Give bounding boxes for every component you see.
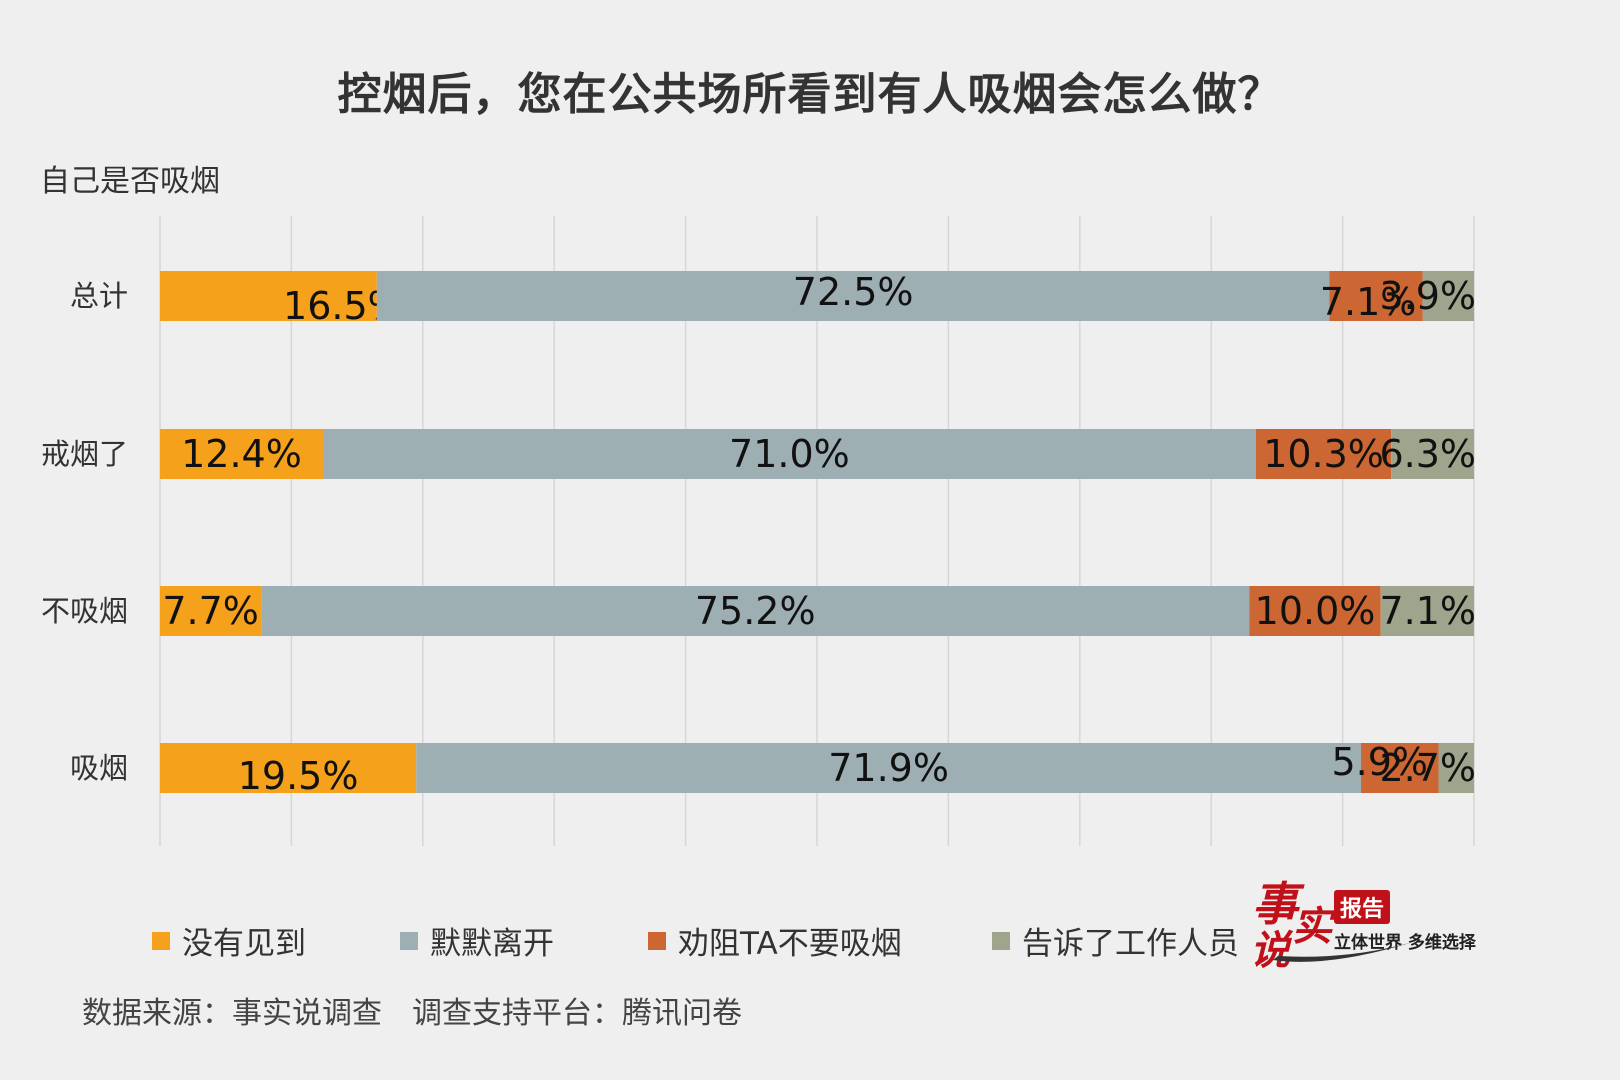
- legend-swatch: [992, 931, 1010, 950]
- legend-swatch: [400, 931, 418, 950]
- bar-segment: [261, 586, 1250, 636]
- data-label: 71.0%: [729, 432, 850, 476]
- category-label: 不吸烟: [41, 594, 128, 628]
- legend-label: 劝阻TA不要吸烟: [678, 926, 902, 962]
- bar-segment: [160, 586, 262, 636]
- category-label: 吸烟: [70, 751, 128, 785]
- brush-stroke-icon: [1273, 942, 1413, 962]
- category-label: 总计: [70, 279, 128, 313]
- bar-segment: [376, 271, 1330, 321]
- brand-logo: 事 实 说 报告 立体世界 多维选择: [1248, 868, 1488, 978]
- data-label: 19.5%: [238, 754, 359, 798]
- data-label: 3.9%: [1379, 274, 1476, 318]
- data-label: 71.9%: [828, 746, 949, 790]
- logo-slogan: 立体世界 多维选择: [1334, 933, 1476, 953]
- data-label: 2.7%: [1379, 746, 1476, 790]
- data-label: 12.4%: [181, 432, 302, 476]
- data-label: 75.2%: [695, 589, 816, 633]
- bar-segment: [1422, 271, 1474, 321]
- logo-char-1: 事: [1252, 877, 1298, 931]
- bar-segment: [1329, 271, 1423, 321]
- data-label: 7.1%: [1379, 589, 1476, 633]
- bar-segment: [160, 743, 417, 793]
- bar-segment: [1249, 586, 1381, 636]
- data-label: 10.3%: [1263, 432, 1384, 476]
- bar-segment: [1360, 743, 1439, 793]
- data-label: 5.9%: [1331, 740, 1428, 784]
- bar-segment: [1391, 429, 1474, 479]
- data-label: 6.3%: [1379, 432, 1476, 476]
- bar-segment: [160, 429, 323, 479]
- bar-segment: [322, 429, 1256, 479]
- legend-label: 默默离开: [430, 926, 554, 962]
- legend: 没有见到 默默离开 劝阻TA不要吸烟 告诉了工作人员: [152, 918, 1252, 962]
- logo-badge: 报告: [1334, 890, 1391, 924]
- bar-segment: [1255, 429, 1392, 479]
- bar-segment: [1380, 586, 1474, 636]
- logo-char-3: 说: [1250, 927, 1290, 974]
- legend-item: 没有见到: [152, 918, 306, 963]
- data-label: 72.5%: [793, 270, 914, 314]
- legend-item: 默默离开: [400, 918, 554, 963]
- legend-swatch: [152, 931, 170, 950]
- data-label: 7.1%: [1320, 280, 1417, 324]
- category-label: 戒烟了: [41, 437, 128, 471]
- legend-label: 告诉了工作人员: [1022, 926, 1239, 962]
- group-axis-label: 自己是否吸烟: [40, 164, 220, 199]
- legend-item: 劝阻TA不要吸烟: [648, 918, 902, 963]
- legend-item: 告诉了工作人员: [992, 918, 1239, 963]
- legend-swatch: [648, 931, 666, 950]
- data-label: 7.7%: [162, 589, 259, 633]
- bar-segment: [416, 743, 1361, 793]
- chart-title: 控烟后，您在公共场所看到有人吸烟会怎么做？: [337, 69, 1283, 120]
- bar-segment: [1438, 743, 1474, 793]
- data-label: 10.0%: [1255, 589, 1376, 633]
- data-source-note: 数据来源：事实说调查 调查支持平台：腾讯问卷: [82, 996, 742, 1031]
- bar-segment: [160, 271, 377, 321]
- legend-label: 没有见到: [182, 926, 306, 962]
- logo-char-2: 实: [1292, 903, 1332, 950]
